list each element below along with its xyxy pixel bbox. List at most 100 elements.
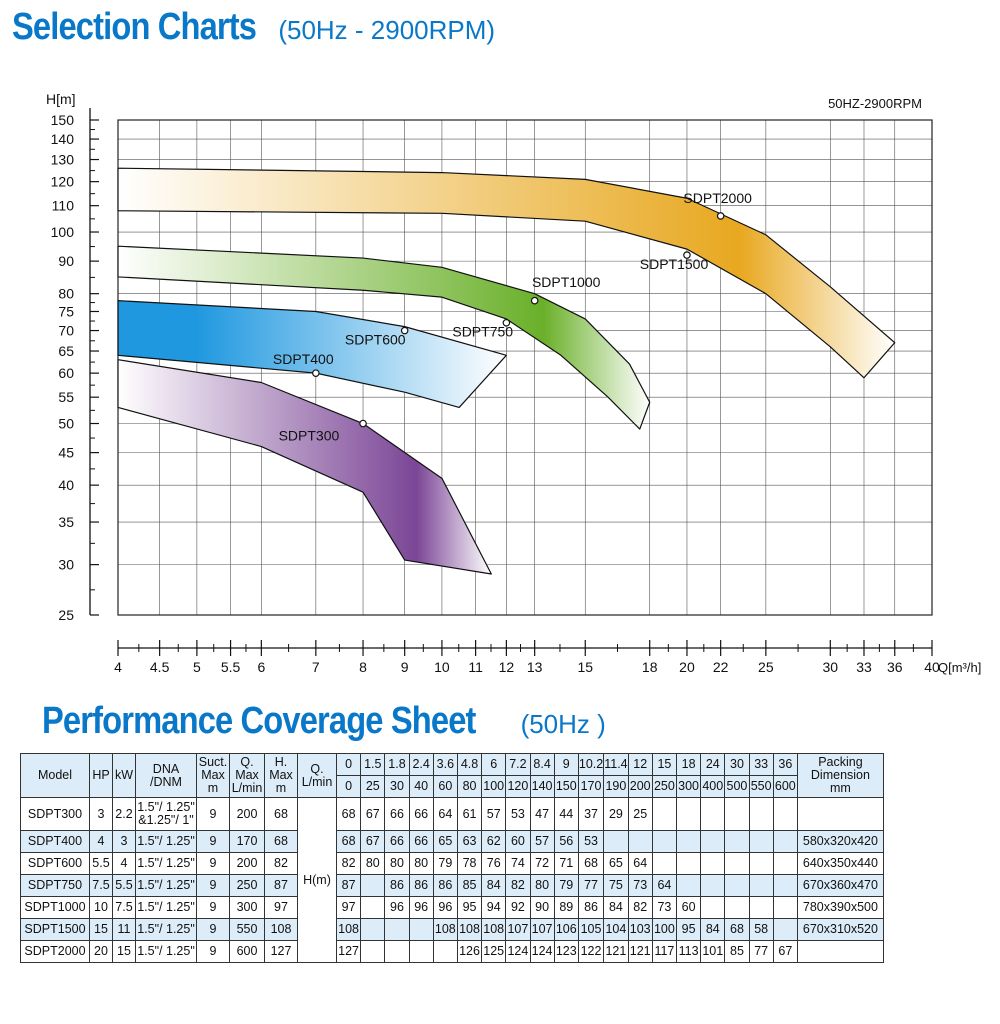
cell-head-value: 53 [577,830,605,853]
header-flow-lmin: 200 [627,775,653,798]
cell-head-value: 113 [675,940,702,963]
x-tick-label: 7 [312,659,320,675]
cell-head-value: 47 [529,797,555,831]
x-tick-label: 13 [527,659,543,675]
y-tick-label: 75 [58,303,74,319]
cell-head-value: 57 [529,830,555,853]
header-flow-lmin: 120 [505,775,531,798]
cell-dna: 1.5"/ 1.25" [135,852,197,875]
header-flow-m3h: 7.2 [505,753,531,776]
cell-head-value: 86 [577,896,605,919]
cell-hmax: 82 [264,852,298,875]
header-flow-lmin: 0 [335,775,362,798]
cell-head-value: 94 [481,896,507,919]
cell-hmax: 87 [264,874,298,897]
cell-hmax: 68 [264,797,298,831]
x-tick-label: 22 [713,659,729,675]
cell-kw: 11 [112,918,136,941]
header-flow-m3h: 9 [553,753,579,776]
cell-head-value: 124 [529,940,555,963]
performance-table-wrap: Model HP kW DNA/DNM Suct. Max m Q. Max L/min H. Max… [20,753,884,963]
cell-hmax: 68 [264,830,298,853]
cell-hp: 20 [89,940,113,963]
cell-suction: 9 [196,797,230,831]
table-section-subtitle: (50Hz ) [520,709,606,739]
curve-band [117,245,651,430]
x-tick-label: 30 [823,659,839,675]
header-kw: kW [112,753,136,798]
x-tick-label: 5.5 [221,659,241,675]
x-tick-label: 9 [401,659,409,675]
cell-head-value [700,874,726,897]
cell-head-value: 97 [335,896,362,919]
cell-qmax: 600 [229,940,265,963]
x-tick-label: 10 [434,659,450,675]
header-flow-lmin: 80 [456,775,483,798]
selection-chart: SDPT2000 SDPT1500 SDPT1000 SDPT750 SDPT600 SD… [46,91,981,675]
header-q: Q. L/min [297,753,337,798]
cell-head-value [627,830,653,853]
performance-coverage-table: Model HP kW DNA/DNM Suct. Max m Q. Max L/min H. Max… [20,753,884,963]
cell-head-value: 77 [577,874,605,897]
cell-kw: 5.5 [112,874,136,897]
cell-head-value [700,830,726,853]
header-flow-m3h: 1.5 [360,753,386,776]
cell-head-value: 95 [675,918,702,941]
cell-kw: 15 [112,940,136,963]
cell-head-value: 68 [577,852,605,875]
table-row: SDPT750 7.5 5.5 1.5"/ 1.25" 9 250 87 87 86 86 86 85… [20,874,884,897]
cell-head-value: 87 [335,874,362,897]
cell-head-value: 117 [651,940,678,963]
cell-head-value [432,940,458,963]
cell-head-value: 82 [505,874,531,897]
header-flow-lmin: 25 [360,775,386,798]
cell-head-value: 84 [481,874,507,897]
cell-head-value [360,940,386,963]
header-flow-m3h: 15 [651,753,678,776]
cell-dna: 1.5"/ 1.25" [135,830,197,853]
cell-head-value: 65 [603,852,629,875]
cell-dna: 1.5"/ 1.25" [135,896,197,919]
cell-head-value: 89 [553,896,579,919]
cell-head-value: 79 [432,852,458,875]
cell-head-value: 123 [553,940,579,963]
cell-suction: 9 [196,918,230,941]
cell-model: SDPT750 [20,874,90,897]
cell-head-value: 57 [481,797,507,831]
table-row: SDPT300 3 2.2 1.5"/ 1.25" &1.25"/ 1" 9 200 68 H(… [20,797,884,963]
header-flow-lmin: 140 [529,775,555,798]
header-flow-lmin: 550 [748,775,774,798]
x-tick-label: 15 [577,659,593,675]
duty-point [359,419,367,428]
cell-kw: 7.5 [112,896,136,919]
cell-qmax: 170 [229,830,265,853]
cell-head-value [651,797,678,831]
cell-packing: 780x390x500 [796,896,884,919]
cell-dna: 1.5"/ 1.25" &1.25"/ 1" [135,797,197,831]
y-axis-label: H[m] [46,91,76,107]
header-flow-lmin: 500 [724,775,750,798]
cell-hmax: 127 [264,940,298,963]
header-flow-m3h: 10.2 [577,753,605,776]
chart-section-title: Selection Charts [12,6,257,48]
cell-head-value [651,852,678,875]
cell-head-value: 107 [505,918,531,941]
cell-suction: 9 [196,852,230,875]
cell-head-value: 84 [700,918,726,941]
cell-head-value [772,852,798,875]
duty-point [716,212,725,220]
cell-hp: 4 [89,830,113,853]
model-label: SDPT1000 [532,274,601,290]
cell-head-value: 74 [505,852,531,875]
cell-head-value [772,830,798,853]
cell-head-value: 64 [432,797,458,831]
cell-head-value: 68 [335,830,362,853]
cell-qmax: 300 [229,896,265,919]
header-flow-lmin: 40 [408,775,434,798]
cell-head-value: 61 [456,797,483,831]
curve-band [117,167,896,379]
cell-kw: 2.2 [112,797,136,831]
y-tick-label: 60 [58,365,74,381]
chart-section-subtitle: (50Hz - 2900RPM) [278,15,496,45]
cell-head-value: 103 [627,918,653,941]
